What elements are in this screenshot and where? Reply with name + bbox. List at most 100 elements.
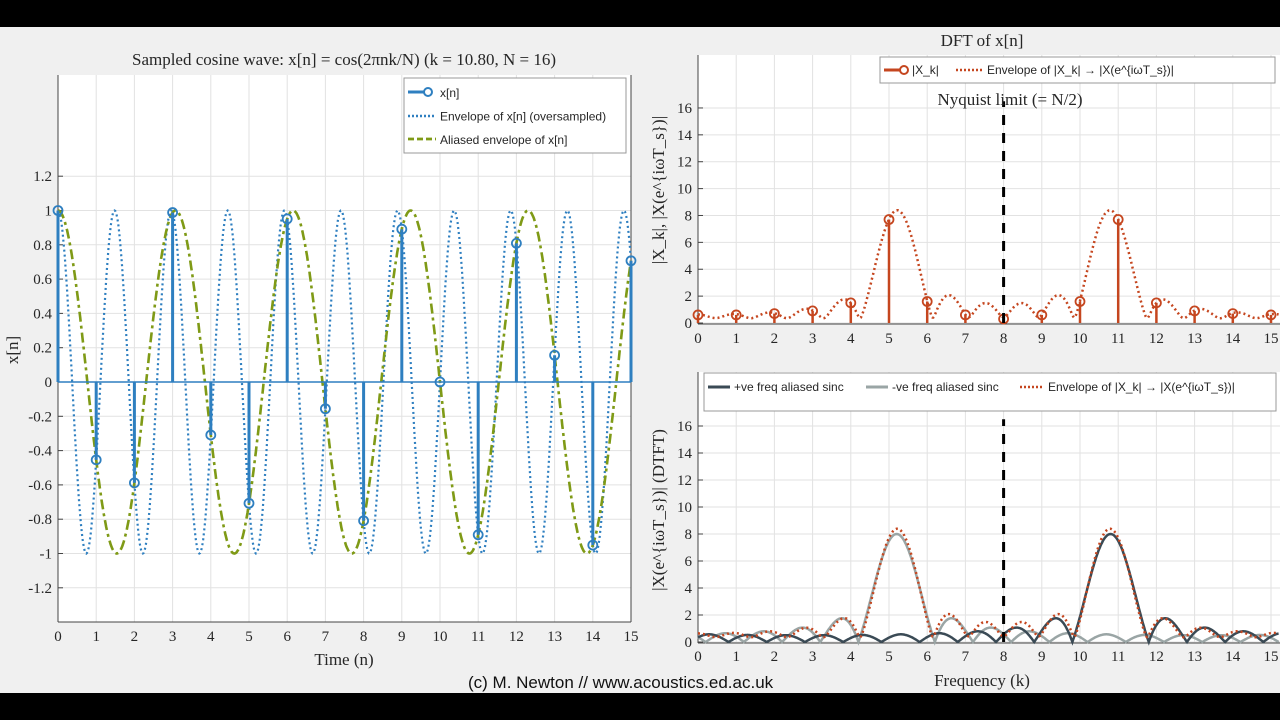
y-tick-label: -0.2 — [28, 409, 52, 425]
x-tick-label: 11 — [471, 629, 485, 645]
x-tick-label: 7 — [322, 629, 330, 645]
x-tick-label: 14 — [1225, 649, 1241, 665]
stem-marker — [243, 497, 255, 509]
x-tick-label: 11 — [1111, 331, 1125, 347]
x-tick-label: 13 — [547, 629, 562, 645]
legend-swatch-marker — [899, 65, 909, 75]
y-tick-label: 16 — [677, 419, 693, 435]
y-tick-label: 12 — [677, 473, 692, 489]
legend-entry: Envelope of x[n] (oversampled) — [440, 110, 606, 124]
dft-stem-marker — [1036, 309, 1048, 321]
figure-window: 0 1 2 3 4 5 6 7 8 9 10 11 12 13 14 15 -1.2 -1 -0.8 -0.6 -0.4… — [0, 27, 1280, 693]
stem-marker — [625, 255, 637, 267]
y-tick-label: 0.6 — [33, 272, 52, 288]
plot-area — [698, 55, 1280, 324]
x-tick-label: 12 — [1149, 331, 1164, 347]
x-tick-label: 4 — [847, 331, 855, 347]
y-tick-label: 0 — [45, 375, 53, 391]
stem-marker — [167, 207, 179, 218]
oversampled-envelope-line — [57, 209, 633, 555]
x-tick-label: 4 — [207, 629, 215, 645]
y-tick-label: 0 — [685, 316, 693, 332]
y-tick-label: -1.2 — [28, 581, 52, 597]
legend-entry: +ve freq aliased sinc — [734, 380, 844, 394]
y-tick-label: -0.8 — [28, 512, 52, 528]
x-axis-label: Frequency (k) — [934, 671, 1030, 690]
legend-box — [703, 372, 1277, 412]
legend-entry: Aliased envelope of x[n] — [440, 133, 567, 147]
x-tick-label: 5 — [245, 629, 253, 645]
x-tick-label: 13 — [1187, 649, 1202, 665]
stem-marker — [90, 454, 102, 466]
nyquist-annotation: Nyquist limit (= N/2) — [937, 90, 1082, 109]
dft-stem-marker — [1265, 309, 1277, 321]
dft-stem-marker — [921, 296, 933, 307]
x-tick-label: 0 — [694, 649, 702, 665]
legend-entry: -ve freq aliased sinc — [892, 380, 999, 394]
x-tick-label: 8 — [1000, 331, 1008, 347]
y-tick-label: 8 — [685, 208, 693, 224]
y-tick-label: 6 — [685, 235, 693, 251]
dft-stem-marker — [1112, 214, 1124, 225]
dtft-chart: Frequency (k) |X(e^{iωT_s})| (DTFT) +ve fr… — [649, 372, 1280, 690]
stem-marker — [319, 403, 331, 415]
x-tick-label: 11 — [1111, 649, 1125, 665]
x-tick-label: 0 — [54, 629, 62, 645]
x-tick-label: 9 — [1038, 649, 1046, 665]
y-tick-label: 0.8 — [33, 238, 52, 254]
legend-entry: Envelope of |X_k| → |X(e^{iωT_s})| — [987, 63, 1174, 77]
stem-marker — [396, 223, 408, 235]
legend: +ve freq aliased sinc -ve freq aliased si… — [703, 372, 1277, 412]
y-tick-label: 0.2 — [33, 341, 52, 357]
dft-stem-marker — [1151, 297, 1162, 309]
aliased-envelope-line — [57, 209, 633, 555]
dft-stem-marker — [1074, 296, 1086, 307]
figure-canvas: 0 1 2 3 4 5 6 7 8 9 10 11 12 13 14 15-1.2-1-0.8-0.6-0.4… — [3, 31, 1280, 690]
y-tick-label: -1 — [40, 547, 53, 563]
y-tick-label: 16 — [677, 101, 693, 117]
dft-chart: Nyquist limit (= N/2) DFT of x[n] |X_k|, |… — [649, 31, 1279, 325]
x-tick-label: 2 — [131, 629, 139, 645]
x-tick-label: 10 — [1073, 649, 1088, 665]
x-tick-label: 5 — [885, 331, 893, 347]
legend: |X_k| Envelope of |X_k| → |X(e^{iωT_s})| — [879, 56, 1276, 84]
legend: x[n] Envelope of x[n] (oversampled) Aliase… — [403, 77, 627, 154]
x-tick-label: 2 — [771, 649, 779, 665]
y-tick-label: 6 — [685, 554, 693, 570]
y-tick-label: 10 — [677, 500, 692, 516]
x-tick-label: 8 — [360, 629, 368, 645]
stem-marker — [128, 477, 140, 489]
y-tick-label: 14 — [677, 128, 693, 144]
stem-marker — [52, 205, 64, 216]
legend-box — [879, 56, 1276, 84]
dft-envelope-line — [697, 209, 1279, 320]
dft-stem-marker — [730, 309, 742, 321]
y-tick-label: 1 — [45, 204, 53, 220]
stem-marker — [472, 529, 484, 541]
x-tick-label: 3 — [809, 331, 817, 347]
y-tick-label: 10 — [677, 182, 692, 198]
y-tick-label: 12 — [677, 155, 692, 171]
chart-title: Sampled cosine wave: x[n] = cos(2πnk/N) … — [132, 50, 556, 69]
x-tick-label: 15 — [624, 629, 639, 645]
x-tick-label: 7 — [962, 331, 970, 347]
positive-freq-sinc-line — [697, 532, 1279, 646]
stem-marker — [358, 515, 370, 527]
legend-entry: x[n] — [440, 86, 459, 100]
dft-stem-marker — [692, 309, 704, 321]
y-axis-label: x[n] — [3, 336, 22, 364]
y-tick-label: 14 — [677, 446, 693, 462]
x-tick-label: 1 — [92, 629, 100, 645]
x-axis-label: Time (n) — [314, 650, 373, 669]
x-tick-label: 13 — [1187, 331, 1202, 347]
x-tick-label: 15 — [1264, 649, 1279, 665]
x-tick-label: 15 — [1264, 331, 1279, 347]
y-tick-label: -0.4 — [28, 444, 52, 460]
x-tick-label: 6 — [923, 649, 931, 665]
x-tick-label: 12 — [1149, 649, 1164, 665]
y-tick-label: -0.6 — [28, 478, 52, 494]
sampled-cosine-chart: Sampled cosine wave: x[n] = cos(2πnk/N) … — [3, 50, 637, 669]
chart-title: DFT of x[n] — [941, 31, 1024, 50]
x-tick-label: 2 — [771, 331, 779, 347]
